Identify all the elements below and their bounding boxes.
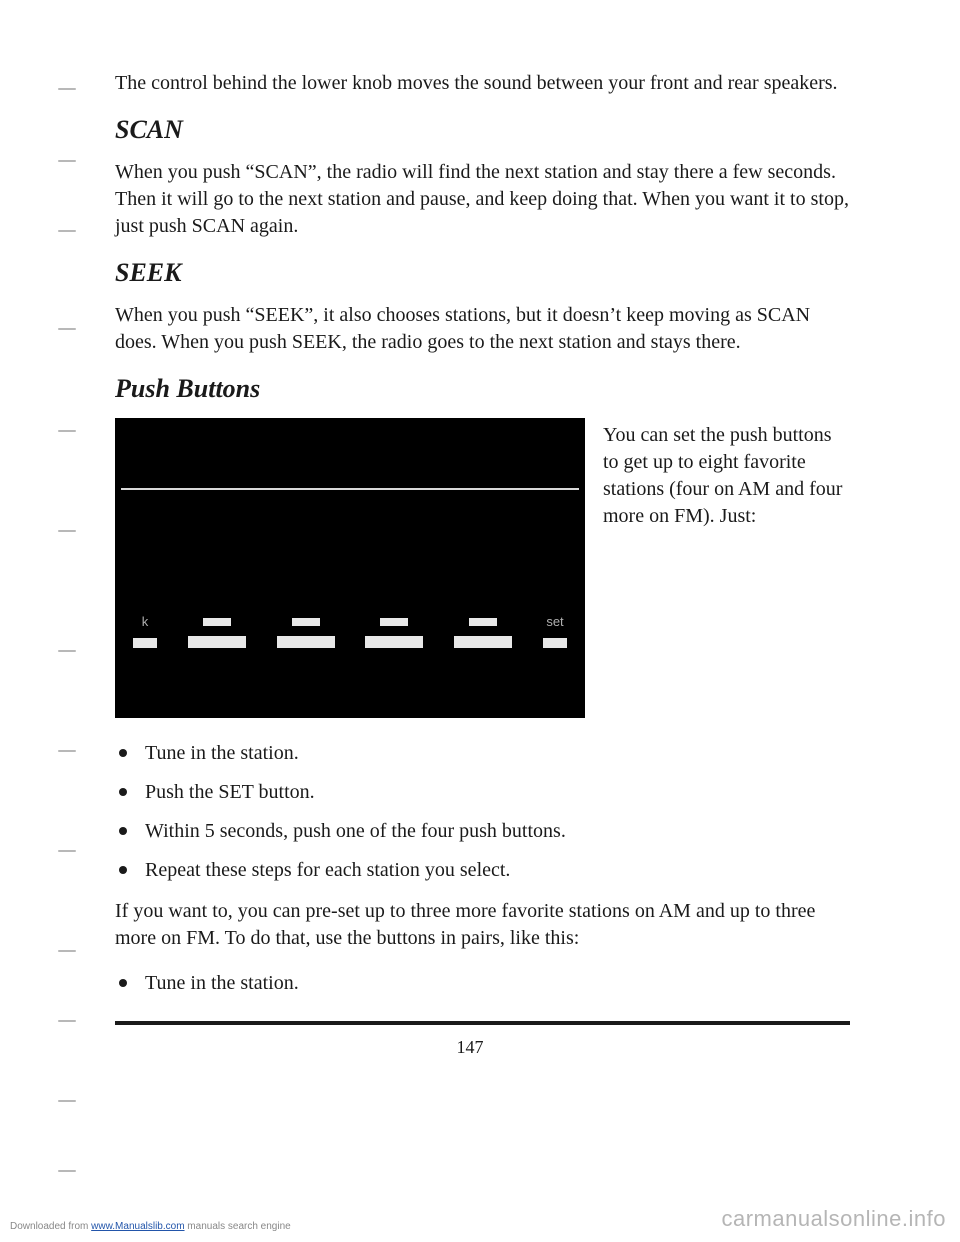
scan-body: When you push “SCAN”, the radio will fin… [115, 159, 850, 240]
page-number: 147 [60, 1037, 880, 1058]
bullet-item: Within 5 seconds, push one of the four p… [115, 818, 850, 845]
radio-dial-line [121, 488, 579, 490]
radio-col-1 [188, 618, 246, 648]
radio-col-3 [365, 618, 423, 648]
margin-dash [58, 850, 76, 852]
bullet-item: Repeat these steps for each station you … [115, 857, 850, 884]
scan-heading: SCAN [115, 115, 850, 145]
margin-dash [58, 430, 76, 432]
radio-button-row: k [133, 614, 567, 648]
bullet-item: Tune in the station. [115, 970, 850, 997]
footer-prefix: Downloaded from [10, 1221, 91, 1232]
margin-dash [58, 230, 76, 232]
radio-col-2 [277, 618, 335, 648]
radio-button-top-1 [203, 618, 231, 626]
seek-heading: SEEK [115, 258, 850, 288]
footer-suffix: manuals search engine [185, 1221, 291, 1232]
horizontal-rule [115, 1021, 850, 1025]
margin-dash [58, 1170, 76, 1172]
push-buttons-figure-row: k [115, 418, 850, 718]
radio-col-right: set [543, 614, 567, 648]
margin-dash [58, 328, 76, 330]
bullet-item: Push the SET button. [115, 779, 850, 806]
intro-paragraph: The control behind the lower knob moves … [115, 70, 850, 97]
margin-dash [58, 1020, 76, 1022]
margin-dash [58, 650, 76, 652]
watermark: carmanualsonline.info [721, 1206, 946, 1232]
footer-download-note: Downloaded from www.Manualslib.com manua… [10, 1221, 291, 1232]
margin-dash [58, 88, 76, 90]
push-buttons-bullets: Tune in the station. Push the SET button… [115, 740, 850, 884]
radio-button-wide-2 [277, 636, 335, 648]
push-buttons-heading: Push Buttons [115, 374, 850, 404]
push-buttons-post-paragraph: If you want to, you can pre-set up to th… [115, 898, 850, 952]
radio-label-right: set [546, 614, 563, 628]
margin-dash [58, 1100, 76, 1102]
radio-col-left: k [133, 614, 157, 648]
radio-label-left: k [142, 614, 149, 628]
radio-button-wide-4 [454, 636, 512, 648]
radio-button-wide-3 [365, 636, 423, 648]
push-buttons-bullets-2: Tune in the station. [115, 970, 850, 997]
radio-button-small-right [543, 638, 567, 648]
margin-dash [58, 160, 76, 162]
radio-button-wide-1 [188, 636, 246, 648]
radio-button-top-2 [292, 618, 320, 626]
margin-dash [58, 530, 76, 532]
radio-button-top-4 [469, 618, 497, 626]
seek-body: When you push “SEEK”, it also chooses st… [115, 302, 850, 356]
radio-button-top-3 [380, 618, 408, 626]
footer-link[interactable]: www.Manualslib.com [91, 1221, 184, 1232]
push-buttons-side-text: You can set the push buttons to get up t… [603, 418, 850, 718]
radio-col-4 [454, 618, 512, 648]
radio-buttons-image: k [115, 418, 585, 718]
radio-button-small-left [133, 638, 157, 648]
margin-dash [58, 950, 76, 952]
margin-dash [58, 750, 76, 752]
bullet-item: Tune in the station. [115, 740, 850, 767]
